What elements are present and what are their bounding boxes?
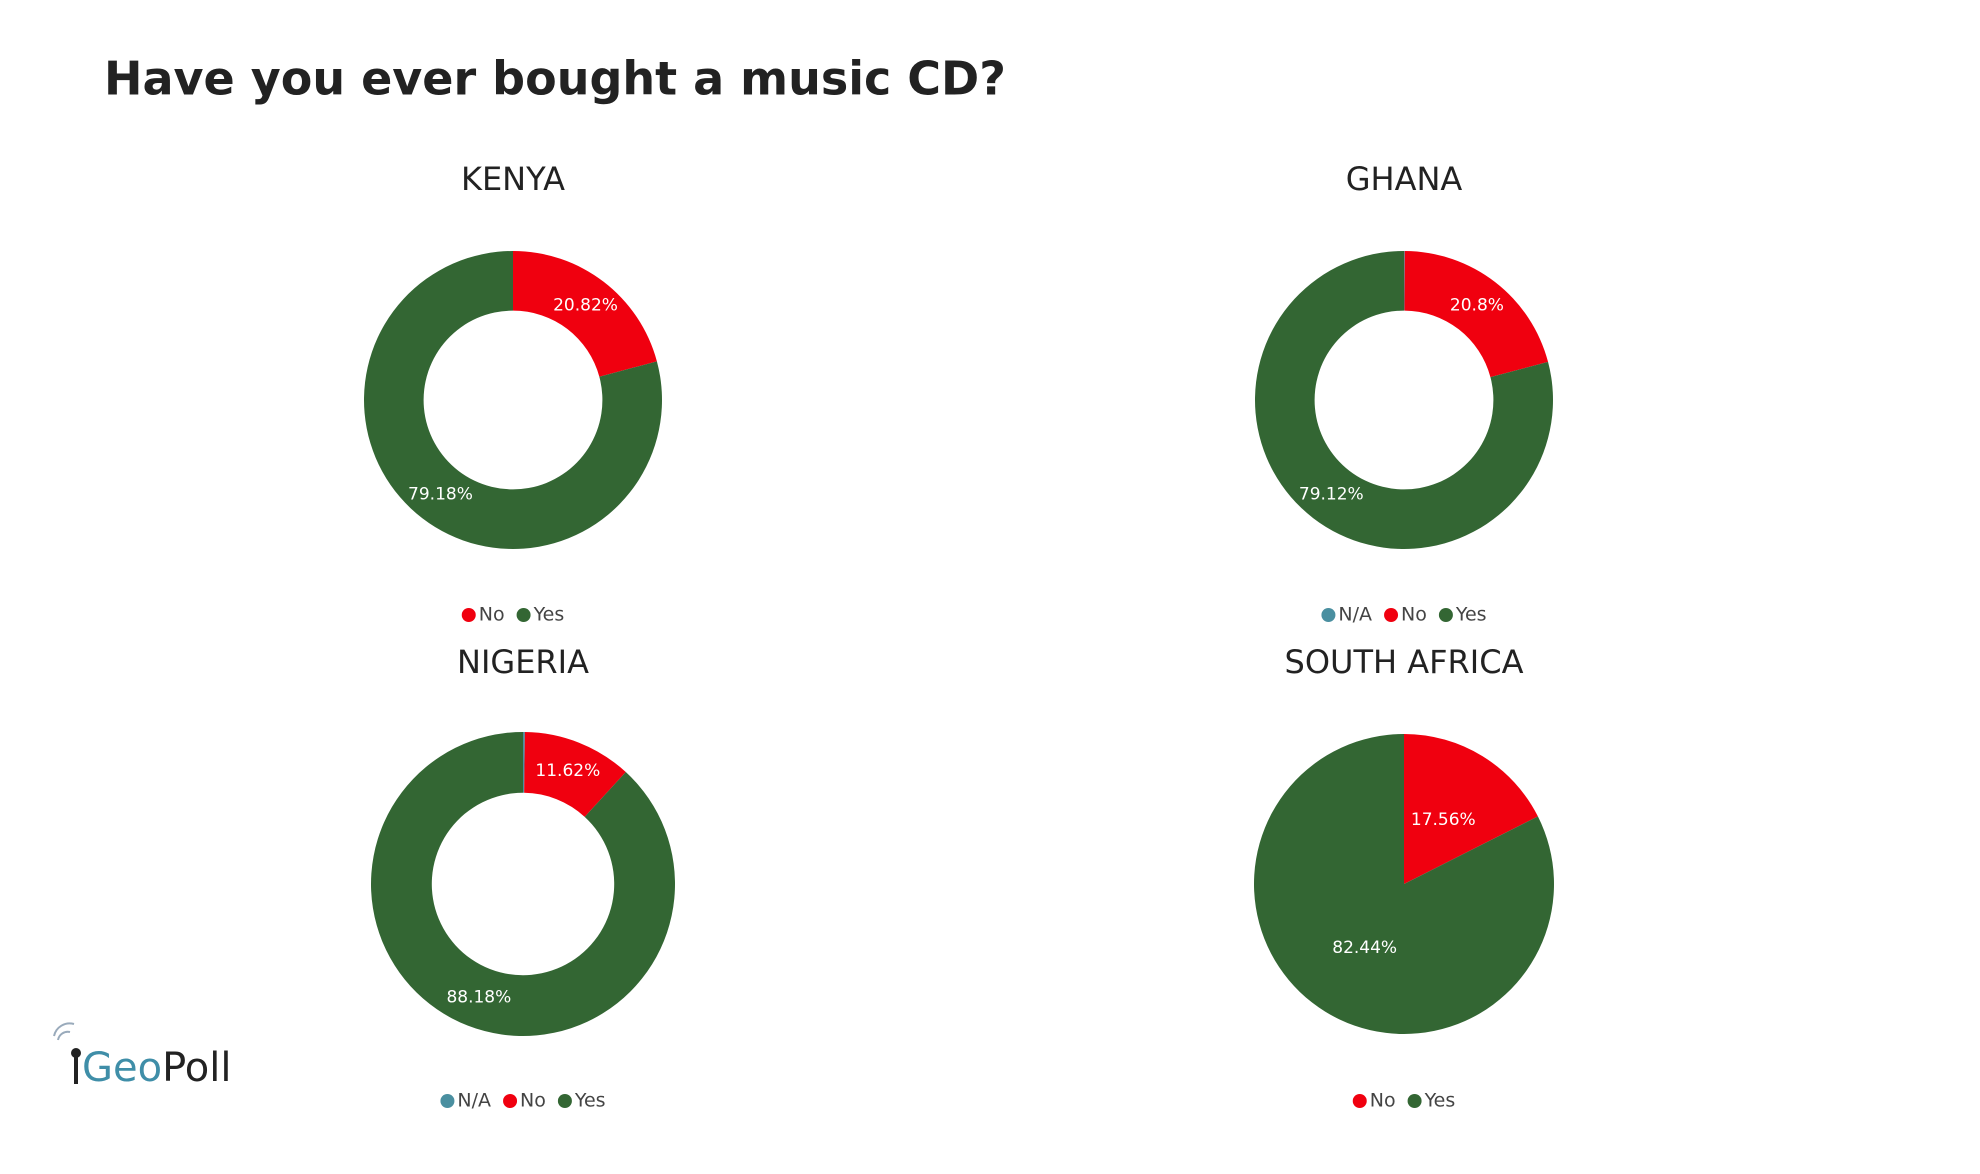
chart-title: NIGERIA (457, 643, 589, 681)
slice (513, 251, 657, 377)
page-title: Have you ever bought a music CD? (104, 52, 1006, 106)
slice-label: 20.82% (553, 295, 618, 315)
slice-label: 79.18% (408, 485, 473, 505)
legend-text: Yes (1455, 604, 1487, 626)
slice (1404, 251, 1405, 311)
legend-text: Yes (533, 604, 565, 626)
legend-text: No (479, 604, 505, 626)
logo-geo: Geo (82, 1045, 162, 1091)
legend-marker (1438, 608, 1453, 622)
chart-title: SOUTH AFRICA (1285, 643, 1524, 681)
slice-label: 82.44% (1332, 938, 1397, 958)
slice-label: 20.8% (1450, 296, 1504, 316)
logo-pin (71, 1048, 81, 1058)
slice (371, 732, 675, 1036)
slice-label: 79.12% (1299, 484, 1364, 504)
legend-text: N/A (1338, 604, 1372, 626)
legend-text: No (1370, 1090, 1396, 1112)
slice-label: 88.18% (446, 987, 511, 1007)
slice (363, 251, 662, 549)
legend-text: No (1401, 604, 1427, 626)
legend-marker (516, 608, 531, 622)
legend-marker (557, 1094, 572, 1108)
legend-marker (1321, 608, 1336, 622)
legend-text: No (520, 1090, 546, 1112)
logo-pin-stem (74, 1056, 78, 1084)
chart-title: GHANA (1346, 160, 1463, 198)
legend: N/A No Yes (1321, 604, 1487, 626)
slice (1404, 734, 1538, 884)
legend: No Yes (1352, 1090, 1456, 1112)
chart-title: KENYA (461, 160, 565, 198)
slice (1255, 251, 1553, 549)
logo-waves (53, 1022, 75, 1041)
legend-marker (503, 1094, 518, 1108)
slice (1254, 734, 1554, 1034)
legend-marker (1384, 608, 1399, 622)
legend-text: N/A (457, 1090, 491, 1112)
slice (1404, 251, 1549, 378)
slice (523, 732, 525, 793)
legend-text: Yes (574, 1090, 606, 1112)
slice-label: 17.56% (1411, 810, 1476, 830)
slice-label: 11.62% (535, 761, 600, 781)
legend-marker (1407, 1094, 1422, 1108)
logo: GeoPoll (53, 1022, 231, 1091)
slice (524, 732, 626, 817)
legend: No Yes (461, 604, 565, 626)
logo-text: GeoPoll (82, 1045, 231, 1091)
legend-text: Yes (1424, 1090, 1456, 1112)
legend-marker (461, 608, 476, 622)
legend: N/A No Yes (440, 1090, 606, 1112)
logo-poll: Poll (162, 1045, 231, 1091)
legend-marker (440, 1094, 455, 1108)
legend-marker (1352, 1094, 1367, 1108)
